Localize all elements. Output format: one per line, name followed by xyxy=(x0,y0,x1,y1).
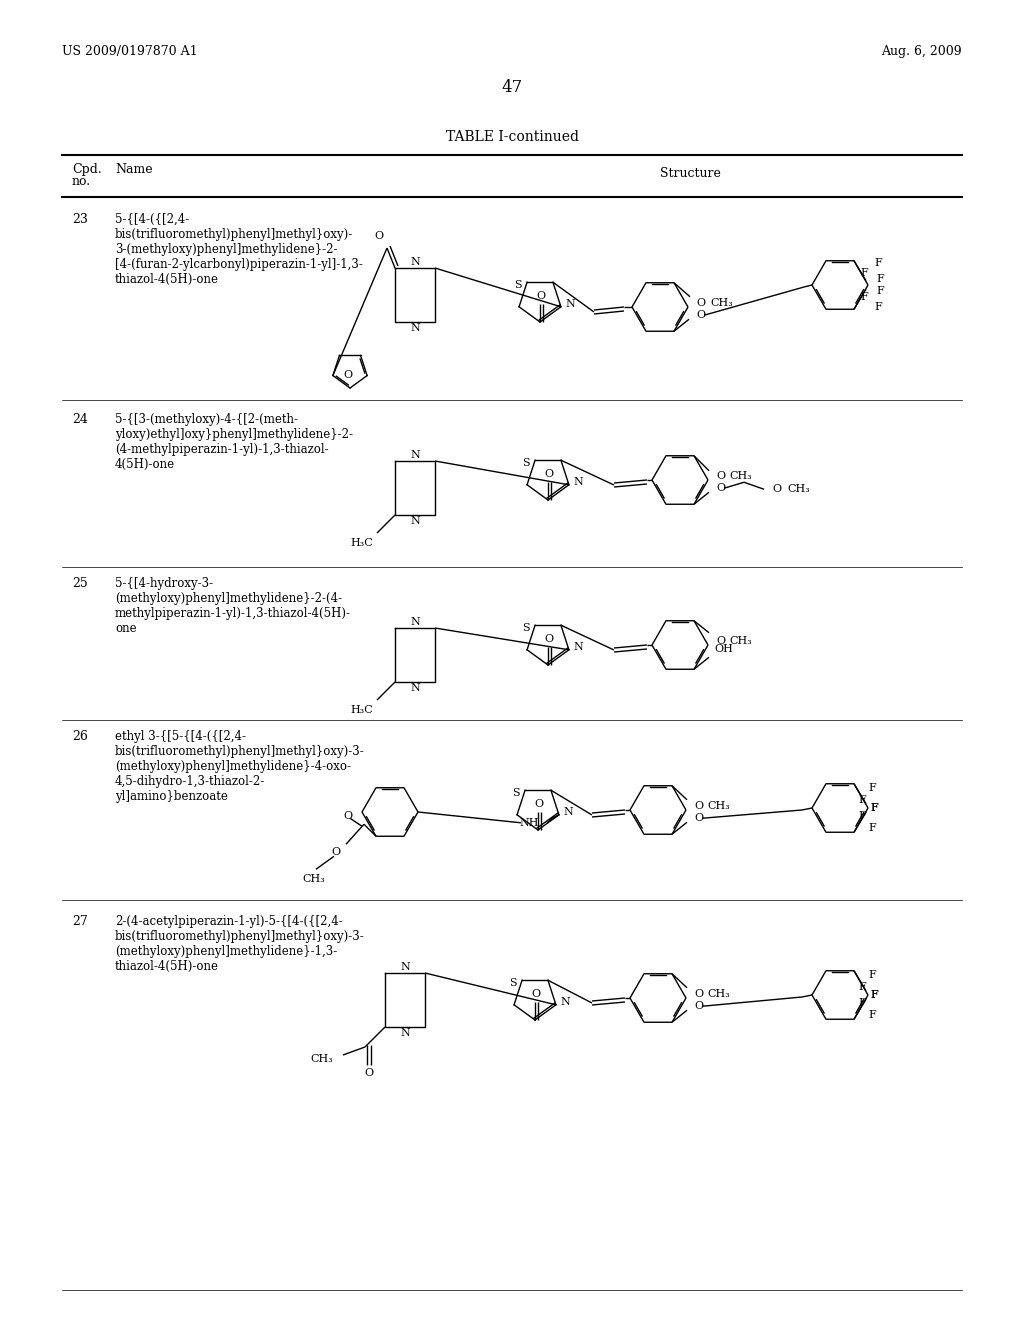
Text: CH₃: CH₃ xyxy=(710,298,733,308)
Text: F: F xyxy=(860,268,868,279)
Text: O: O xyxy=(331,847,340,857)
Text: O: O xyxy=(694,989,703,999)
Text: O: O xyxy=(535,799,544,809)
Text: O: O xyxy=(716,483,725,494)
Text: O: O xyxy=(716,471,725,480)
Text: F: F xyxy=(858,982,866,993)
Text: CH₃: CH₃ xyxy=(729,636,752,645)
Text: N: N xyxy=(564,807,573,817)
Text: O: O xyxy=(545,469,554,479)
Text: O: O xyxy=(696,298,706,308)
Text: N: N xyxy=(411,516,420,525)
Text: F: F xyxy=(868,783,876,793)
Text: TABLE I-continued: TABLE I-continued xyxy=(445,129,579,144)
Text: F: F xyxy=(874,302,882,312)
Text: O: O xyxy=(343,370,352,380)
Text: 27: 27 xyxy=(72,915,88,928)
Text: N: N xyxy=(411,323,420,333)
Text: N: N xyxy=(573,642,584,652)
Text: S: S xyxy=(522,458,530,469)
Text: NH: NH xyxy=(519,818,539,828)
Text: F: F xyxy=(877,275,884,284)
Text: 5-{[3-(methyloxy)-4-{[2-(meth-
yloxy)ethyl]oxy}phenyl]methylidene}-2-
(4-methylp: 5-{[3-(methyloxy)-4-{[2-(meth- yloxy)eth… xyxy=(115,413,353,471)
Text: O: O xyxy=(545,634,554,644)
Text: 5-{[4-({[2,4-
bis(trifluoromethyl)phenyl]methyl}oxy)-
3-(methyloxy)phenyl]methyl: 5-{[4-({[2,4- bis(trifluoromethyl)phenyl… xyxy=(115,213,362,286)
Text: F: F xyxy=(858,998,866,1007)
Text: F: F xyxy=(868,1010,876,1020)
Text: S: S xyxy=(510,978,517,989)
Text: Aug. 6, 2009: Aug. 6, 2009 xyxy=(882,45,962,58)
Text: O: O xyxy=(694,813,703,824)
Text: 23: 23 xyxy=(72,213,88,226)
Text: S: S xyxy=(514,280,522,290)
Text: 26: 26 xyxy=(72,730,88,743)
Text: F: F xyxy=(858,795,866,805)
Text: H₃C: H₃C xyxy=(350,705,373,715)
Text: O: O xyxy=(365,1068,374,1078)
Text: O: O xyxy=(696,310,706,321)
Text: F: F xyxy=(877,285,884,296)
Text: F: F xyxy=(858,810,866,821)
Text: F: F xyxy=(870,990,878,999)
Text: N: N xyxy=(411,257,420,267)
Text: N: N xyxy=(411,616,420,627)
Text: Structure: Structure xyxy=(659,168,721,180)
Text: O: O xyxy=(716,636,725,645)
Text: Name: Name xyxy=(115,162,153,176)
Text: CH₃: CH₃ xyxy=(707,801,730,810)
Text: O: O xyxy=(694,1002,703,1011)
Text: N: N xyxy=(400,1028,410,1038)
Text: N: N xyxy=(411,682,420,693)
Text: OH: OH xyxy=(714,644,733,655)
Text: 2-(4-acetylpiperazin-1-yl)-5-{[4-({[2,4-
bis(trifluoromethyl)phenyl]methyl}oxy)-: 2-(4-acetylpiperazin-1-yl)-5-{[4-({[2,4-… xyxy=(115,915,365,973)
Text: S: S xyxy=(522,623,530,634)
Text: CH₃: CH₃ xyxy=(310,1053,333,1064)
Text: Cpd.: Cpd. xyxy=(72,162,101,176)
Text: 47: 47 xyxy=(502,79,522,96)
Text: F: F xyxy=(868,970,876,981)
Text: 25: 25 xyxy=(72,577,88,590)
Text: O: O xyxy=(694,801,703,810)
Text: N: N xyxy=(573,477,584,487)
Text: CH₃: CH₃ xyxy=(707,989,730,999)
Text: ethyl 3-{[5-{[4-({[2,4-
bis(trifluoromethyl)phenyl]methyl}oxy)-3-
(methyloxy)phe: ethyl 3-{[5-{[4-({[2,4- bis(trifluoromet… xyxy=(115,730,365,803)
Text: F: F xyxy=(874,259,882,268)
Text: N: N xyxy=(566,298,575,309)
Text: H₃C: H₃C xyxy=(350,539,373,548)
Text: O: O xyxy=(375,231,384,242)
Text: N: N xyxy=(400,962,410,972)
Text: CH₃: CH₃ xyxy=(787,484,810,494)
Text: F: F xyxy=(870,804,878,813)
Text: F: F xyxy=(860,292,868,302)
Text: S: S xyxy=(512,788,520,799)
Text: N: N xyxy=(411,450,420,459)
Text: US 2009/0197870 A1: US 2009/0197870 A1 xyxy=(62,45,198,58)
Text: no.: no. xyxy=(72,176,91,187)
Text: N: N xyxy=(561,997,570,1007)
Text: CH₃: CH₃ xyxy=(729,471,752,480)
Text: 24: 24 xyxy=(72,413,88,426)
Text: F: F xyxy=(870,803,878,813)
Text: O: O xyxy=(531,989,541,999)
Text: O: O xyxy=(772,484,781,494)
Text: F: F xyxy=(870,990,878,1001)
Text: F: F xyxy=(868,822,876,833)
Text: O: O xyxy=(537,290,546,301)
Text: 5-{[4-hydroxy-3-
(methyloxy)phenyl]methylidene}-2-(4-
methylpiperazin-1-yl)-1,3-: 5-{[4-hydroxy-3- (methyloxy)phenyl]methy… xyxy=(115,577,351,635)
Text: CH₃: CH₃ xyxy=(303,874,326,884)
Text: O: O xyxy=(343,812,352,821)
